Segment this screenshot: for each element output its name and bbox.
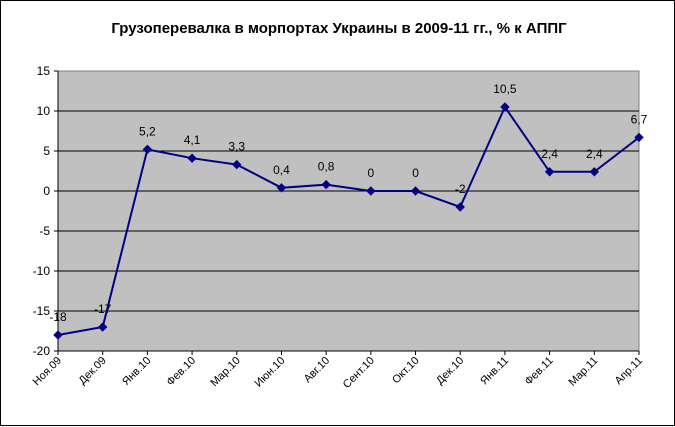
data-point xyxy=(500,102,510,112)
data-label: 6,7 xyxy=(631,112,648,126)
y-tick-label: 10 xyxy=(37,104,51,118)
x-tick-label: Фев.11 xyxy=(523,355,556,388)
data-point xyxy=(589,167,600,177)
data-label: -2 xyxy=(455,182,466,196)
data-label: 3,3 xyxy=(228,140,245,154)
x-tick-label: Окт.10 xyxy=(390,355,422,387)
data-label: 0 xyxy=(412,166,419,180)
data-label: 2,4 xyxy=(586,147,603,161)
data-point xyxy=(321,179,331,190)
x-tick-label: Дек.10 xyxy=(434,355,466,387)
x-tick-label: Апр.11 xyxy=(613,355,645,387)
data-point xyxy=(232,159,242,170)
x-tick-label: Дек.09 xyxy=(77,355,109,387)
series-line xyxy=(57,104,640,336)
chart-title: Грузоперевалка в морпортах Украины в 200… xyxy=(111,20,567,37)
data-label: 0,4 xyxy=(273,163,290,177)
data-label: -17 xyxy=(94,302,112,316)
x-tick-label: Янв.10 xyxy=(120,355,153,388)
data-point xyxy=(97,322,108,332)
y-tick-label: 0 xyxy=(43,184,50,198)
data-label: 0,8 xyxy=(318,160,335,174)
data-label: 10,5 xyxy=(493,82,517,96)
x-tick-label: Мар.10 xyxy=(208,355,243,390)
data-point xyxy=(276,183,287,193)
data-label: 4,1 xyxy=(184,133,201,147)
data-label: 5,2 xyxy=(139,124,156,138)
data-point xyxy=(187,153,197,163)
x-tick-label: Авг.10 xyxy=(302,355,333,386)
x-tick-label: Фев.10 xyxy=(165,355,199,389)
y-tick-label: -15 xyxy=(33,304,51,318)
data-point xyxy=(366,186,376,196)
x-tick-label: Сент.10 xyxy=(341,355,377,391)
y-tick-label: -20 xyxy=(33,344,51,358)
x-tick-label: Мар.11 xyxy=(566,355,600,389)
plot-area xyxy=(57,70,640,352)
y-tick-label: -10 xyxy=(33,264,51,278)
x-tick-label: Июн.10 xyxy=(253,355,288,390)
x-tick-label: Янв.11 xyxy=(478,355,511,388)
data-point xyxy=(142,144,153,155)
data-label: -18 xyxy=(49,310,67,324)
data-label: 0 xyxy=(368,166,375,180)
data-point xyxy=(455,202,465,212)
data-point xyxy=(410,186,421,196)
x-tick-label: Ноя.09 xyxy=(31,355,64,388)
data-point xyxy=(53,330,63,340)
data-point xyxy=(634,132,644,143)
data-label: 2,4 xyxy=(541,147,558,161)
y-tick-label: -5 xyxy=(39,224,50,238)
y-tick-label: 5 xyxy=(43,144,50,158)
data-point xyxy=(544,167,555,177)
y-tick-label: 15 xyxy=(37,64,51,78)
